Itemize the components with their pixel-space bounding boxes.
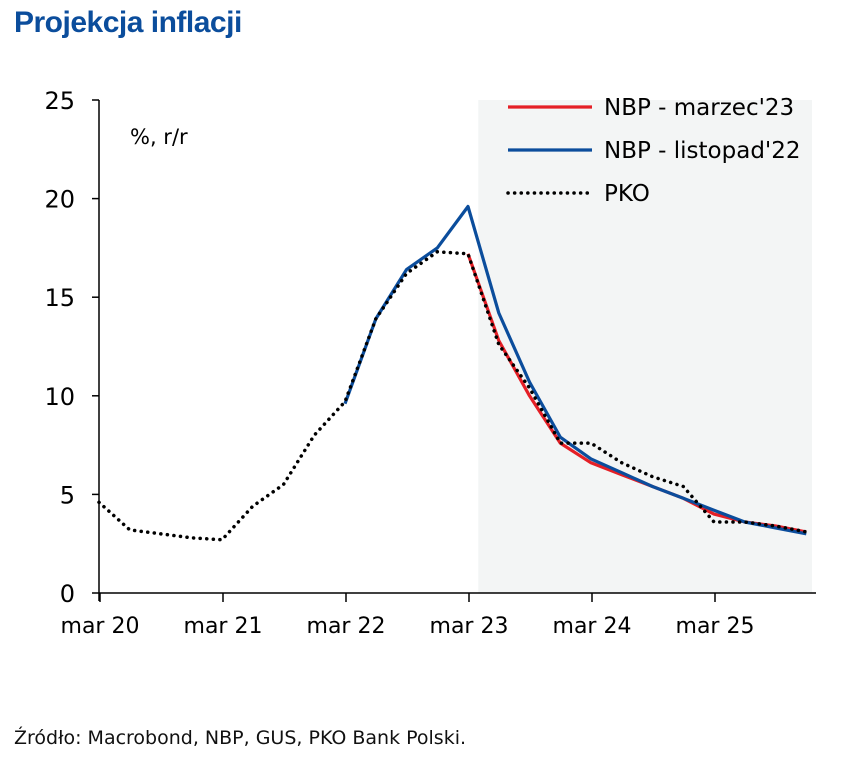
series-lines <box>97 204 809 542</box>
y-tick-label: 20 <box>44 186 75 214</box>
x-tick-label: mar 25 <box>676 614 755 639</box>
projection-shading-layer <box>478 100 812 593</box>
legend-label: PKO <box>604 181 650 207</box>
y-tick-label: 0 <box>60 580 75 608</box>
y-tick-label: 25 <box>44 87 75 115</box>
y-tick-label: 10 <box>44 383 75 411</box>
series-line-1 <box>343 204 807 536</box>
x-tick-label: mar 22 <box>307 614 386 639</box>
projection-area <box>478 100 812 593</box>
y-tick-label: 15 <box>44 284 75 312</box>
source-note: Źródło: Macrobond, NBP, GUS, PKO Bank Po… <box>14 727 467 749</box>
axes: 0 5 10 15 20 25 mar 20 mar 21 mar 22 mar 23 mar 24… <box>44 87 816 639</box>
x-tick-label: mar 23 <box>430 614 509 639</box>
x-tick-label: mar 24 <box>553 614 632 639</box>
x-tick-label: mar 20 <box>61 614 140 639</box>
legend-label: NBP - marzec'23 <box>604 95 794 121</box>
legend: NBP - marzec'23 NBP - listopad'22 PKO <box>506 95 801 207</box>
y-tick-label: 5 <box>60 481 75 509</box>
legend-label: NBP - listopad'22 <box>604 138 801 164</box>
unit-label: %, r/r <box>130 125 188 149</box>
x-tick-label: mar 21 <box>184 614 263 639</box>
series-line-2 <box>97 250 809 542</box>
chart-title: Projekcja inflacji <box>14 6 242 39</box>
